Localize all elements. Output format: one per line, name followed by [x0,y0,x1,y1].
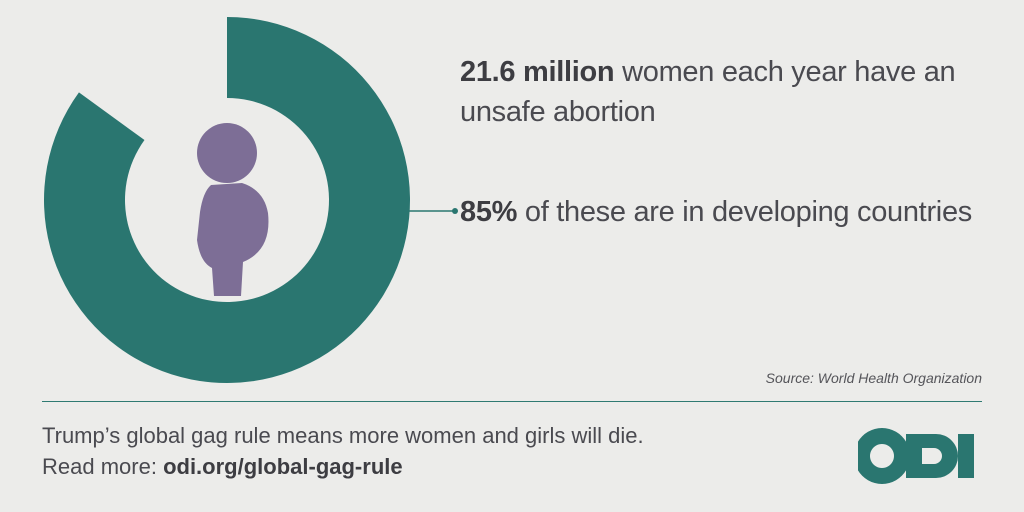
footer: Trump’s global gag rule means more women… [42,420,644,482]
pregnant-woman-icon [197,123,269,296]
divider [42,401,982,402]
annotation-leader-dot [452,208,458,214]
donut-chart [43,17,458,383]
stat-primary-highlight: 21.6 million [460,56,615,88]
odi-logo-icon [858,428,974,484]
stat-secondary-text: of these are in developing countries [517,196,972,228]
footer-read-more: Read more: odi.org/global-gag-rule [42,451,644,482]
donut-slices [43,17,411,383]
source-citation: Source: World Health Organization [765,370,982,386]
stat-primary-text: women each year have an unsafe abortion [460,56,956,128]
read-more-label: Read more: [42,454,164,479]
stat-secondary-highlight: 85% [460,196,518,228]
stat-primary: 21.6 million women each year have an uns… [460,52,980,132]
footer-message: Trump’s global gag rule means more women… [42,423,644,448]
stat-secondary: 85% of these are in developing countries [460,192,972,232]
donut-slice-0 [43,17,411,383]
read-more-link[interactable]: odi.org/global-gag-rule [163,454,403,479]
